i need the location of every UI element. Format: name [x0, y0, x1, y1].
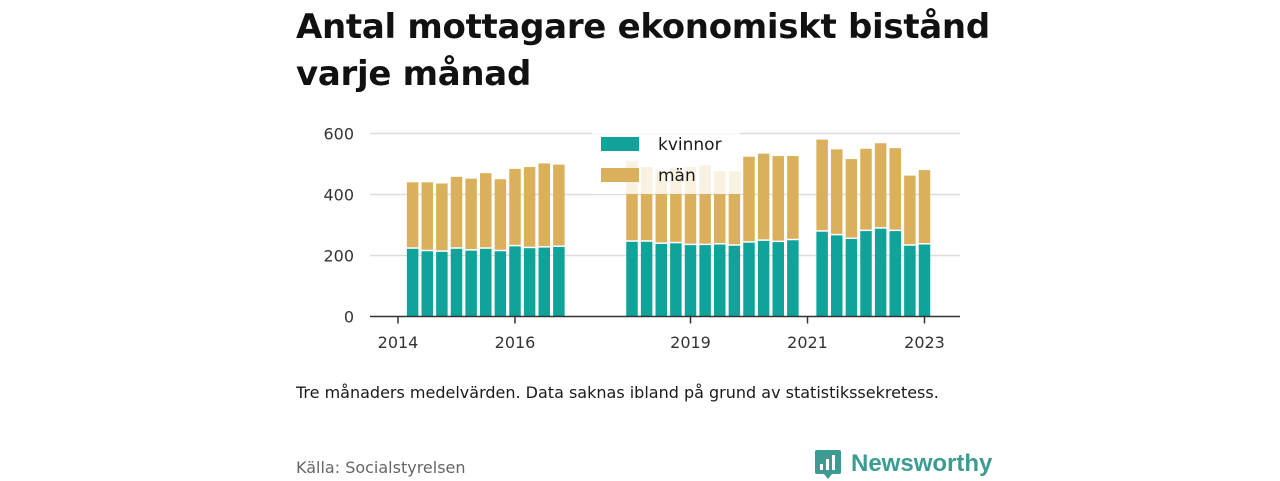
- bar-man: [436, 183, 448, 251]
- bar-kvinnor: [816, 231, 828, 317]
- bar-kvinnor: [904, 245, 916, 317]
- bar-man: [889, 148, 901, 230]
- bar-kvinnor: [787, 240, 799, 317]
- y-axis: 0 200 400 600: [323, 125, 354, 327]
- bar-kvinnor: [772, 242, 784, 317]
- bar-chart: 0 200 400 600 2014 2016 2019 2021 2023 kvinnor m…: [323, 125, 960, 352]
- chart-note: Tre månaders medelvärden. Data saknas ib…: [296, 383, 939, 402]
- source-credit: Källa: Socialstyrelsen: [296, 458, 466, 477]
- bar-kvinnor: [845, 239, 858, 317]
- bar-kvinnor: [655, 243, 667, 317]
- bar-man: [860, 148, 872, 230]
- bar-kvinnor: [714, 244, 726, 317]
- y-tick-label: 200: [323, 247, 354, 266]
- bar-kvinnor: [421, 251, 433, 317]
- legend-label: män: [658, 166, 696, 186]
- bar-kvinnor: [874, 228, 887, 317]
- chart-icon: [815, 450, 841, 479]
- bar-kvinnor: [494, 251, 507, 317]
- bar-kvinnor: [918, 244, 931, 317]
- x-tick-label: 2021: [787, 333, 828, 352]
- brand-logo[interactable]: Newsworthy: [814, 447, 992, 481]
- bar-man: [845, 159, 858, 238]
- chart-title: Antal mottagare ekonomiskt bistånd varje…: [296, 7, 990, 94]
- bar-man: [874, 143, 887, 228]
- y-tick-label: 600: [323, 125, 354, 144]
- bar-man: [450, 176, 463, 248]
- bar-kvinnor: [684, 245, 697, 317]
- bar-man: [714, 171, 726, 244]
- bar-kvinnor: [743, 242, 755, 317]
- bar-kvinnor: [626, 241, 638, 317]
- bar-man: [509, 168, 521, 245]
- y-tick-label: 0: [344, 308, 354, 327]
- bar-kvinnor: [831, 235, 843, 317]
- bar-man: [831, 149, 843, 234]
- bar-kvinnor: [860, 231, 872, 317]
- bar-man: [670, 167, 682, 242]
- bar-kvinnor: [699, 245, 711, 317]
- bar-kvinnor: [436, 251, 448, 317]
- bar-man: [772, 156, 784, 241]
- bar-man: [699, 165, 711, 244]
- bar-man: [538, 163, 550, 247]
- bar-man: [655, 171, 667, 243]
- bar-man: [816, 139, 828, 231]
- bar-kvinnor: [465, 250, 477, 317]
- bar-kvinnor: [538, 247, 550, 317]
- bar-man: [480, 173, 492, 248]
- bar-man: [904, 175, 916, 245]
- bar-kvinnor: [670, 243, 682, 317]
- bar-kvinnor: [450, 248, 463, 317]
- bar-kvinnor: [480, 248, 492, 317]
- x-tick-label: 2016: [495, 333, 536, 352]
- bar-kvinnor: [757, 240, 770, 317]
- bar-kvinnor: [553, 246, 565, 317]
- legend: kvinnor män: [592, 128, 740, 194]
- x-tick-label: 2023: [904, 333, 945, 352]
- bar-man: [684, 167, 697, 244]
- bar-man: [918, 170, 931, 244]
- bar-man: [640, 167, 653, 241]
- bar-man: [743, 156, 755, 242]
- bar-man: [757, 153, 770, 240]
- legend-swatch: [601, 168, 639, 182]
- bars: [406, 139, 931, 317]
- bar-kvinnor: [406, 248, 419, 317]
- bar-kvinnor: [728, 245, 741, 317]
- bar-man: [494, 179, 507, 250]
- bar-man: [728, 171, 741, 245]
- bar-man: [553, 164, 565, 246]
- bar-man: [421, 182, 433, 250]
- bar-kvinnor: [889, 231, 901, 317]
- x-axis: 2014 2016 2019 2021 2023: [370, 315, 960, 352]
- bar-kvinnor: [523, 248, 536, 317]
- legend-swatch: [601, 137, 639, 151]
- bar-man: [523, 167, 536, 247]
- x-tick-label: 2014: [378, 333, 419, 352]
- bar-man: [465, 178, 477, 250]
- y-tick-label: 400: [323, 186, 354, 205]
- bar-kvinnor: [640, 241, 653, 317]
- brand-name: Newsworthy: [851, 450, 993, 477]
- bar-man: [406, 182, 419, 248]
- bar-man: [626, 160, 638, 241]
- legend-label: kvinnor: [658, 135, 722, 155]
- bar-man: [787, 156, 799, 239]
- x-tick-label: 2019: [670, 333, 711, 352]
- bar-kvinnor: [509, 246, 521, 317]
